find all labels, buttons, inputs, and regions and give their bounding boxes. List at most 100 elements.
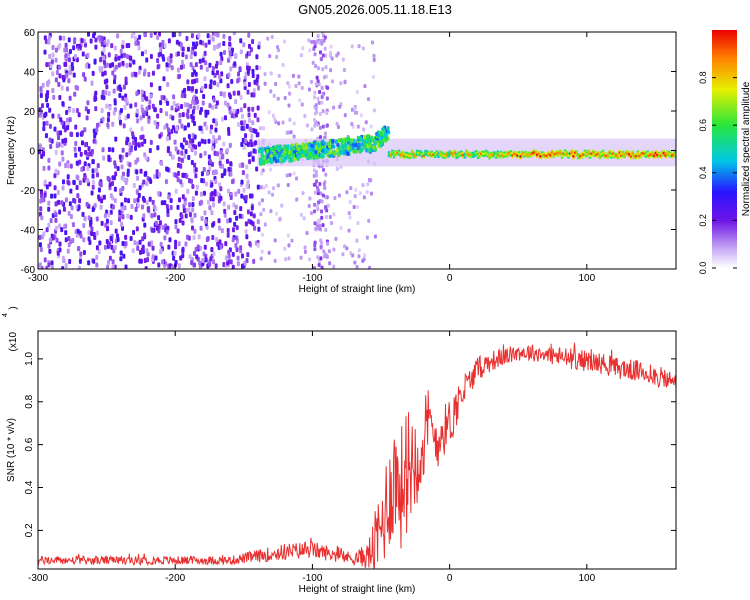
spectrogram-cell [450,152,453,155]
spectrogram-cell [45,97,49,103]
spectrogram-cell [332,105,336,110]
spectrogram-cell [318,50,322,55]
spectrogram-cell [305,231,309,236]
spectrogram-cell [186,46,190,52]
spectrogram-cell [270,35,274,40]
spectrogram-cell [227,253,231,259]
spectrogram-cell [280,148,284,153]
spectrogram-cell [164,179,168,185]
spectrogram-cell [158,42,162,48]
colorbar-tick-label: 0.6 [698,119,708,132]
spectrogram-cell [321,193,325,198]
spectrogram-cell [142,179,146,185]
spectrogram-cell [190,259,194,265]
spectrogram-cell [130,33,134,39]
spectrogram-cell [544,154,547,157]
spectrogram-cell [116,33,120,39]
spectrogram-cell [317,200,321,205]
spectrogram-cell [122,253,126,259]
spectrogram-cell [277,145,281,150]
spectrogram-cell [219,60,223,66]
spectrogram-cell [73,39,77,45]
spectrogram-cell [124,241,128,247]
snr-xtick-label: -300 [28,573,48,584]
spectrogram-cell [402,154,406,158]
spectrogram-cell [94,90,98,96]
spectrogram-cell [396,151,399,155]
spectrogram-cell [303,113,307,118]
spectrogram-cell [148,99,152,105]
spectrogram-cell [348,215,352,220]
spectrogram-cell [138,185,142,191]
spectrogram-cell [231,227,235,233]
spectrogram-cell [56,250,60,256]
spectrogram-cell [214,121,218,127]
spectrogram-cell [160,95,164,101]
spectrogram-cell [117,62,121,68]
spectrogram-cell [332,144,336,149]
spectrogram-cell [143,258,147,264]
spectrogram-cell [226,83,230,89]
spectrogram-cell [611,152,615,155]
spectrogram-cell [105,103,109,109]
spectrogram-cell [110,43,114,49]
spectrogram-cell [107,212,111,218]
spectrogram-cell [134,40,138,46]
spectrogram-cell [163,235,167,241]
spectrogram-cell [256,74,260,80]
spectrogram-cell [213,80,217,86]
spectrogram-cell [85,63,89,69]
spectrogram-cell [511,154,514,157]
spectrogram-cell [296,155,300,160]
spectrogram-cell [148,177,152,183]
spectrogram-cell [578,155,582,158]
spectrogram-cell [47,165,51,171]
spectrogram-cells [38,32,676,269]
spectrogram-cell [255,132,259,138]
spectrogram-cell [273,117,277,122]
spectrogram-cell [49,144,53,150]
spectrogram-cell [209,124,213,130]
spectrogram-cell [297,81,301,86]
spectrogram-cell [323,252,327,257]
spectrogram-cell [394,151,397,155]
spectrogram-cell [91,173,95,179]
spectrogram-cell [199,153,203,159]
spectrogram-cell [156,58,160,64]
snr-frame [37,330,677,570]
spectrogram-cell [567,154,570,157]
spectrogram-cell [194,88,198,94]
spectrogram-cell [320,199,324,204]
spectrogram-cell [379,143,383,148]
spectrogram-cell [258,161,262,166]
spectrogram-cell [213,150,217,156]
spectrogram-cell [258,126,262,131]
spectrogram-cell [62,179,66,185]
spectrogram-cell [200,85,204,91]
spectrogram-cell [228,217,232,223]
spectrogram-cell [128,162,132,168]
spectrogram-cell [269,160,273,165]
spectrogram-cell [149,82,153,88]
spectrogram-cell [82,72,86,78]
spectrogram-cell [466,153,470,156]
spectrogram-cell [613,154,616,157]
spectrogram-cell [273,238,277,243]
spectrogram-cell [172,94,176,100]
spectrogram-cell [202,94,206,100]
spectrogram-cell [633,155,636,158]
spectrogram-cell [447,153,450,156]
spectrogram-cell [105,84,109,90]
spectrogram-cell [38,235,42,241]
spectrogram-cell [113,160,117,166]
spectrogram-cell [177,156,181,162]
spectrogram-cell [200,199,204,205]
spectrogram-cell [582,153,585,156]
spectrogram-cell [266,154,270,159]
spectrogram-cell [102,59,106,65]
spectrogram-cell [178,197,182,203]
spectrogram-cell [125,54,129,60]
spectrogram-cell [288,91,292,96]
spectrogram-cell [180,150,184,156]
